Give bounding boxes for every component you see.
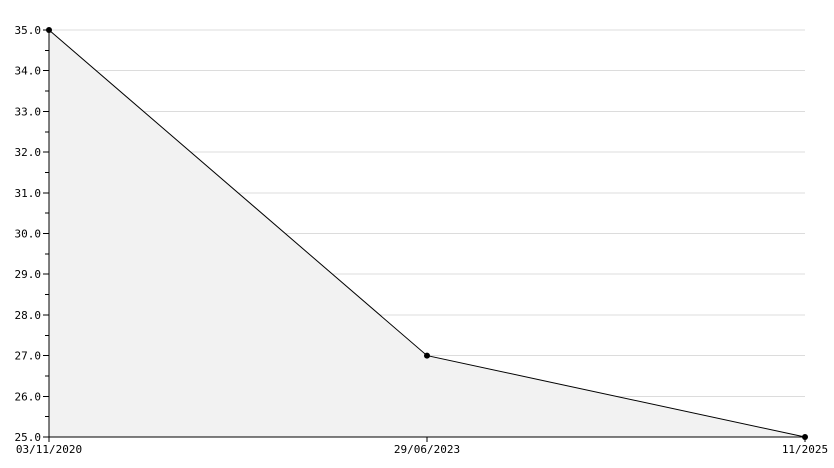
data-point-marker xyxy=(802,434,808,440)
x-tick-label: 11/2025 xyxy=(782,443,828,456)
y-tick-label: 34.0 xyxy=(15,65,42,78)
y-tick-label: 30.0 xyxy=(15,228,42,241)
x-tick-label: 03/11/2020 xyxy=(16,443,82,456)
y-tick-label: 25.0 xyxy=(15,431,42,444)
y-tick-label: 32.0 xyxy=(15,146,42,159)
y-tick-label: 28.0 xyxy=(15,309,42,322)
y-tick-label: 27.0 xyxy=(15,350,42,363)
y-tick-label: 31.0 xyxy=(15,187,42,200)
data-point-marker xyxy=(424,352,430,359)
y-tick-label: 33.0 xyxy=(15,105,42,118)
x-tick-label: 29/06/2023 xyxy=(394,443,460,456)
y-tick-label: 26.0 xyxy=(15,390,42,403)
area-fill xyxy=(49,30,805,437)
y-tick-label: 35.0 xyxy=(15,24,42,37)
y-tick-label: 29.0 xyxy=(15,268,42,281)
data-point-marker xyxy=(46,27,52,33)
